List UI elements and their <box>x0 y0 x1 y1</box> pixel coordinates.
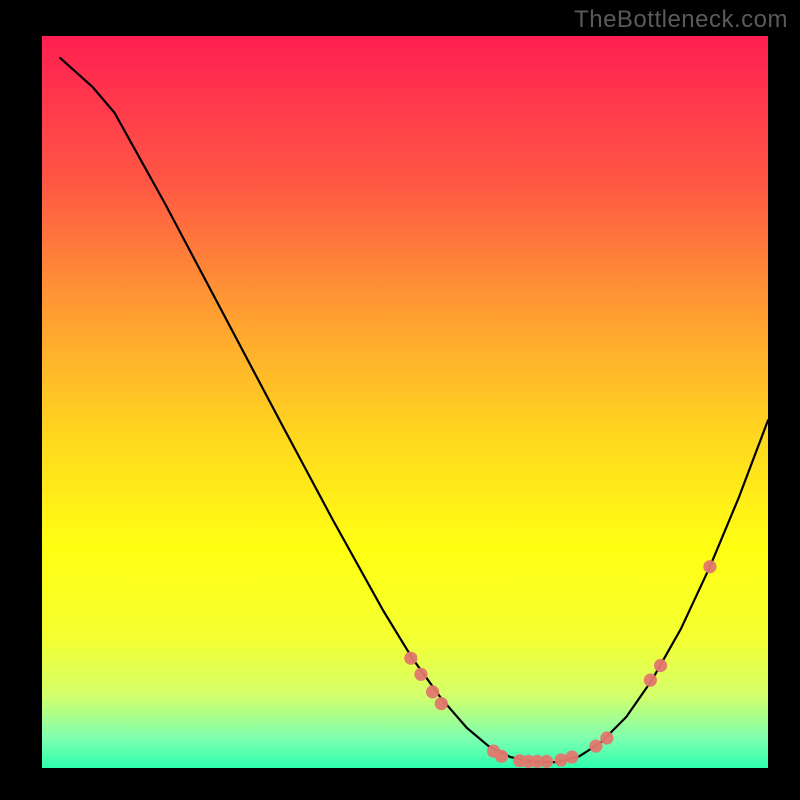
marker-point <box>644 674 657 687</box>
marker-point <box>600 731 613 744</box>
marker-point <box>404 652 417 665</box>
marker-point <box>495 750 508 763</box>
marker-point <box>414 668 427 681</box>
marker-point <box>540 755 553 768</box>
marker-point <box>589 739 602 752</box>
watermark-text: TheBottleneck.com <box>574 6 788 34</box>
marker-point <box>435 697 448 710</box>
plot-svg <box>42 36 768 768</box>
marker-point <box>703 560 716 573</box>
plot-area <box>42 36 768 768</box>
marker-point <box>426 685 439 698</box>
chart-canvas: TheBottleneck.com <box>0 0 800 800</box>
marker-point <box>654 659 667 672</box>
marker-point <box>565 750 578 763</box>
